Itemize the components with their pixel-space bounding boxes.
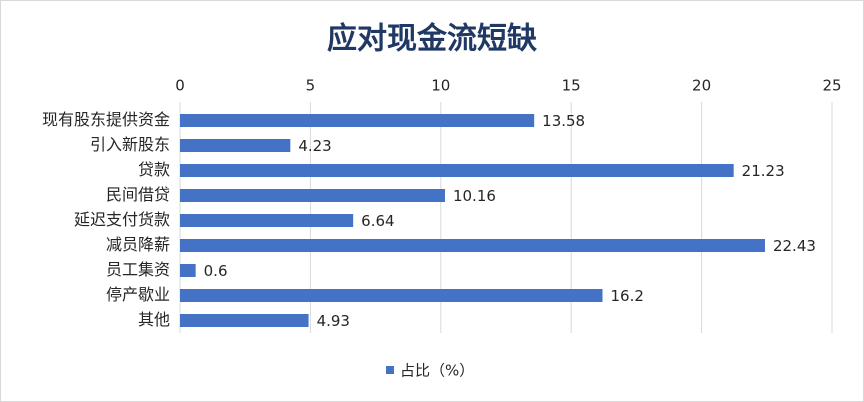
y-tick-label: 民间借贷 <box>106 185 170 204</box>
x-tick-label: 15 <box>562 77 581 95</box>
x-tick-label: 0 <box>175 77 185 95</box>
data-label: 4.93 <box>317 312 350 330</box>
x-tick-label: 25 <box>822 77 841 95</box>
x-tick-label: 10 <box>431 77 450 95</box>
data-label: 21.23 <box>742 162 785 180</box>
y-tick-label: 员工集资 <box>106 260 170 279</box>
data-label: 0.6 <box>204 262 228 280</box>
bar <box>180 139 291 152</box>
y-tick-label: 引入新股东 <box>90 135 170 154</box>
x-tick-label: 20 <box>692 77 711 95</box>
legend-label: 占比（%） <box>400 362 474 380</box>
data-label: 13.58 <box>542 112 585 130</box>
y-tick-label: 现有股东提供资金 <box>42 110 170 129</box>
data-label: 6.64 <box>361 212 394 230</box>
bar <box>180 164 734 177</box>
bar <box>180 314 309 327</box>
bar <box>180 214 354 227</box>
bar <box>180 289 603 302</box>
y-tick-label: 延迟支付货款 <box>74 210 170 229</box>
x-tick-label: 5 <box>306 77 316 95</box>
y-tick-label: 停产歇业 <box>106 285 170 304</box>
chart-title: 应对现金流短缺 <box>327 22 537 57</box>
data-label: 10.16 <box>453 187 496 205</box>
bar <box>180 189 445 202</box>
legend-swatch <box>386 366 394 374</box>
bar <box>180 114 535 127</box>
bar <box>180 239 765 252</box>
data-label: 4.23 <box>298 137 331 155</box>
y-tick-label: 贷款 <box>138 160 170 179</box>
y-tick-label: 其他 <box>138 310 170 329</box>
bar <box>180 264 196 277</box>
y-tick-label: 减员降薪 <box>106 235 170 254</box>
data-label: 22.43 <box>773 237 816 255</box>
data-label: 16.2 <box>610 287 643 305</box>
